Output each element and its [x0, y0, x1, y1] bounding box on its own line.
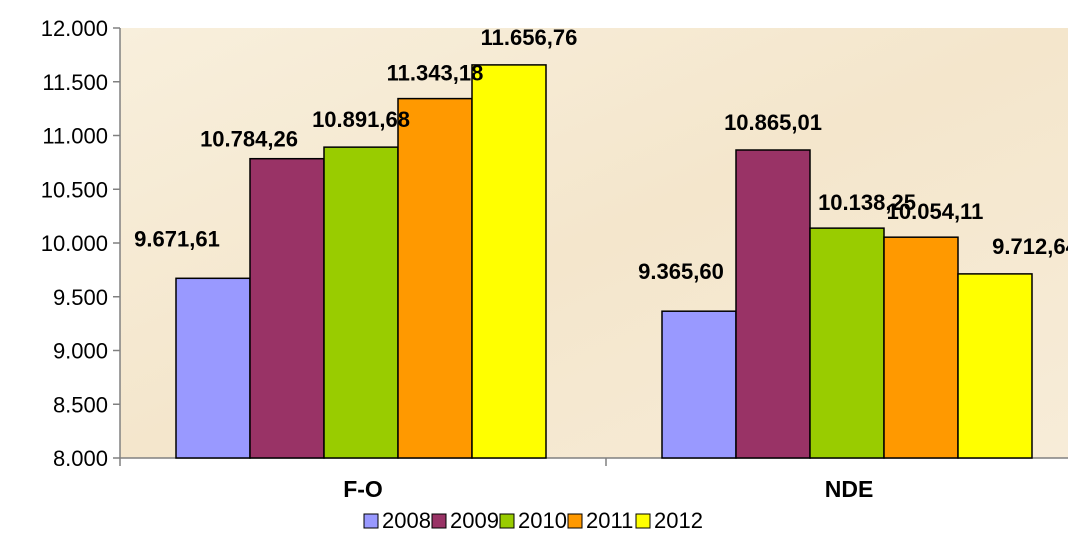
data-label-nde-2008: 9.365,60 [638, 259, 724, 284]
bar-nde-2010 [809, 227, 885, 459]
x-category-label: NDE [825, 476, 874, 502]
y-tick-label: 8.500 [53, 392, 108, 417]
y-tick-label: 10.500 [41, 177, 108, 202]
legend-label-2012: 2012 [654, 508, 703, 533]
x-category-label: F-O [343, 476, 383, 502]
y-tick-label: 9.500 [53, 285, 108, 310]
bar-f-o-2009 [249, 157, 325, 459]
data-label-nde-2011: 10.054,11 [887, 199, 984, 224]
bar-nde-2012 [957, 273, 1033, 459]
bar-f-o-2011 [397, 97, 473, 459]
data-label-f-o-2008: 9.671,61 [134, 226, 220, 251]
y-axis: 8.000 8.500 9.000 9.500 10.000 10.500 11.000 11… [41, 16, 121, 471]
data-label-f-o-2011: 11.343,18 [387, 61, 484, 86]
y-tick-label: 10.000 [41, 231, 108, 256]
data-label-nde-2010: 10.138,25 [818, 190, 916, 215]
legend-swatch-2009 [431, 513, 447, 529]
data-labels: 9.671,61 10.784,26 10.891,68 11.343,18 11.65… [134, 25, 1068, 284]
y-tick-label: 12.000 [41, 16, 108, 41]
x-axis: F-O NDE [119, 457, 1068, 502]
legend-label-2009: 2009 [450, 508, 499, 533]
bars [175, 64, 1033, 459]
data-label-nde-2012: 9.712,64 [992, 234, 1068, 259]
bar-nde-2009 [735, 149, 811, 459]
legend: 2008 2009 2010 2011 2012 [363, 508, 703, 533]
data-label-f-o-2010: 10.891,68 [312, 107, 410, 132]
y-tick-label: 11.500 [42, 70, 108, 95]
legend-swatch-2011 [567, 513, 583, 529]
data-label-f-o-2012: 11.656,76 [481, 25, 578, 50]
legend-swatch-2008 [363, 513, 379, 529]
legend-swatch-2012 [635, 513, 651, 529]
bar-nde-2011 [883, 236, 959, 459]
data-label-nde-2009: 10.865,01 [724, 110, 822, 135]
bar-f-o-2010 [323, 146, 399, 459]
bar-f-o-2012 [471, 64, 547, 459]
legend-label-2010: 2010 [518, 508, 567, 533]
y-tick-label: 8.000 [53, 446, 108, 471]
y-tick-label: 11.000 [42, 124, 108, 149]
bar-f-o-2008 [175, 277, 251, 459]
legend-label-2011: 2011 [586, 508, 633, 533]
data-label-f-o-2009: 10.784,26 [200, 127, 298, 152]
legend-label-2008: 2008 [382, 508, 431, 533]
legend-swatch-2010 [499, 513, 515, 529]
bar-nde-2008 [661, 310, 737, 459]
y-tick-label: 9.000 [53, 339, 108, 364]
